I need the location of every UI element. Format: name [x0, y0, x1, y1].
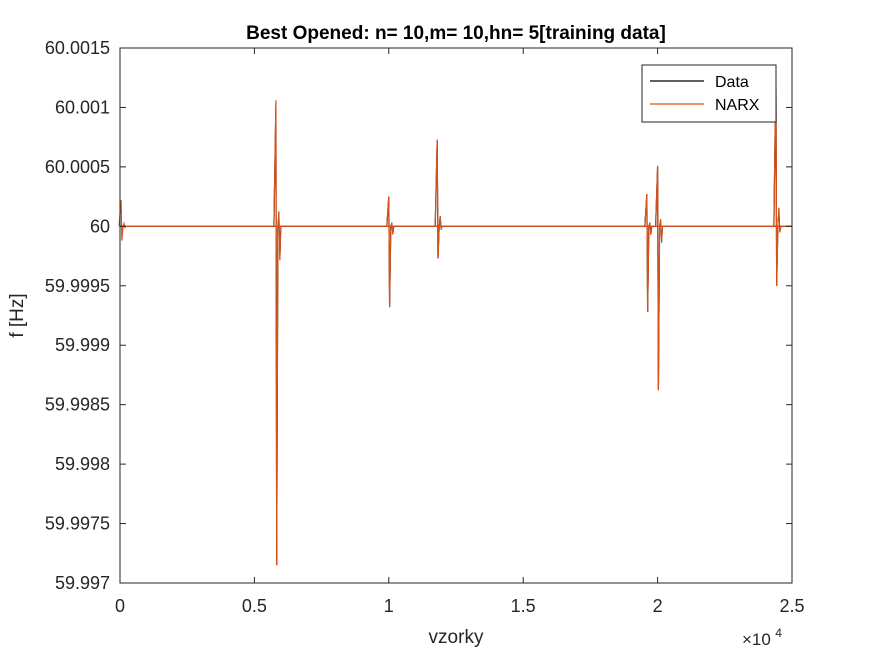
y-tick-label: 60.0015	[45, 38, 110, 58]
y-tick-label: 59.999	[55, 335, 110, 355]
series-narx	[118, 74, 792, 566]
series-ripple	[122, 221, 127, 229]
x-axis-label: vzorky	[429, 627, 484, 648]
series-spike	[655, 165, 661, 391]
legend-box	[641, 64, 777, 123]
axes-box	[119, 47, 793, 584]
y-axis-label: f [Hz]	[7, 293, 28, 337]
x-tick-label: 1.5	[511, 596, 536, 616]
chart-title: Best Opened: n= 10,m= 10,hn= 5[training …	[246, 23, 666, 44]
x-tick-label: 0.5	[242, 596, 267, 616]
series-spike	[773, 74, 779, 286]
series-spike	[386, 196, 392, 308]
legend: Data NARX	[641, 64, 777, 123]
series-ripple	[277, 211, 282, 261]
x-exponent-base: ×10	[742, 630, 771, 649]
x-tick-label: 0	[115, 596, 125, 616]
series-spike	[434, 139, 440, 259]
series-ripple	[438, 215, 443, 230]
y-tick-label: 59.998	[55, 454, 110, 474]
y-tick-label: 59.997	[55, 573, 110, 593]
axes-layer: 0 0.5 1 1.5 2 2.5 59.997 59.9975 59.998 59.9985 59…	[45, 38, 805, 616]
legend-label: Data	[715, 74, 749, 91]
series-ripple	[390, 222, 395, 235]
series-ripple	[648, 222, 653, 235]
plot-area	[120, 48, 792, 583]
y-tick-label: 60	[90, 216, 110, 236]
series-spike	[273, 100, 279, 566]
series-layer	[118, 71, 792, 566]
y-tick-label: 60.0005	[45, 157, 110, 177]
legend-label: NARX	[715, 97, 760, 114]
y-tick-label: 59.9995	[45, 276, 110, 296]
y-tick-label: 59.9985	[45, 395, 110, 415]
y-tick-label: 60.001	[55, 97, 110, 117]
series-ripple	[659, 218, 664, 243]
x-tick-label: 2.5	[779, 596, 804, 616]
x-tick-label: 2	[653, 596, 663, 616]
x-exponent-power: 4	[775, 626, 782, 640]
x-tick-label: 1	[384, 596, 394, 616]
series-spike	[644, 194, 650, 312]
series-ripple	[777, 208, 782, 233]
y-tick-label: 59.9975	[45, 514, 110, 534]
x-axis-exponent: ×10 4	[742, 626, 782, 649]
